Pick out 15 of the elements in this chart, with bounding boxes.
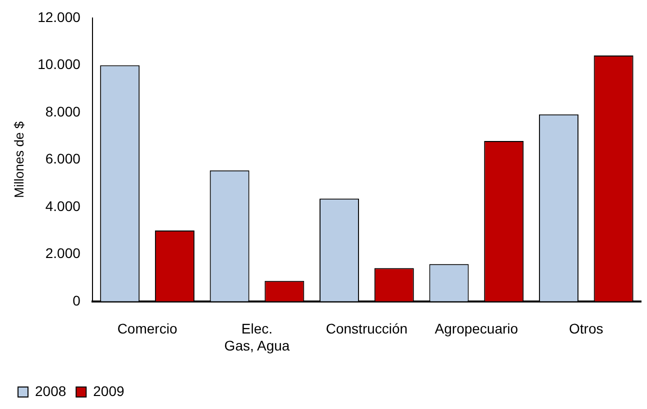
x-tick-label: Otros bbox=[569, 320, 604, 337]
legend-label: 2008 bbox=[35, 382, 66, 399]
x-tick-label: Comercio bbox=[117, 320, 178, 337]
x-tick-label: Elec. Gas, Agua bbox=[224, 320, 290, 354]
y-tick-label: 12.000 bbox=[38, 8, 81, 25]
y-tick-label: 8.000 bbox=[45, 103, 81, 120]
y-tick-label: 4.000 bbox=[45, 198, 81, 214]
x-tick-label: Agropecuario bbox=[434, 320, 518, 337]
legend-label: 2009 bbox=[93, 382, 125, 399]
y-tick-label: 0 bbox=[72, 292, 81, 308]
y-axis-title: Millones de $ bbox=[11, 120, 26, 198]
y-tick-label: 10.000 bbox=[38, 56, 81, 72]
x-tick-label: Construcción bbox=[326, 320, 408, 337]
y-tick-label: 2.000 bbox=[45, 245, 81, 262]
y-tick-label: 6.000 bbox=[45, 150, 81, 167]
